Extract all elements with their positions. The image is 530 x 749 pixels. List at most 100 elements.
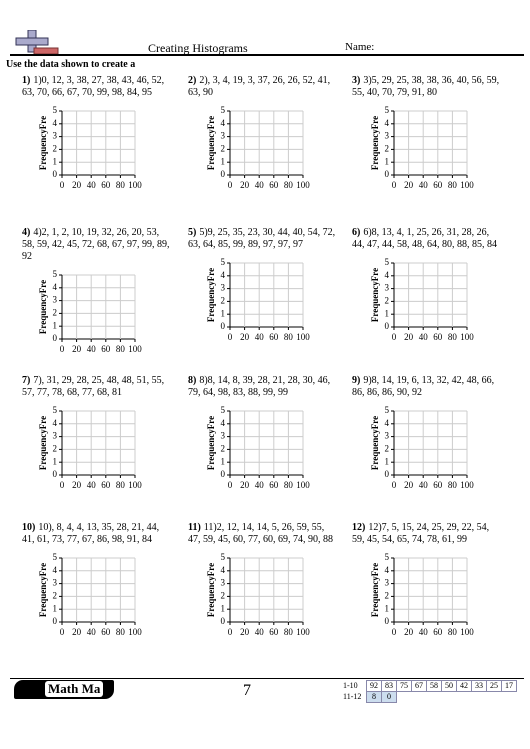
y-tick-label: 0: [385, 169, 390, 179]
x-tick-label: 80: [284, 627, 294, 637]
key-cell: 50: [441, 679, 457, 692]
problem: 3) 3)5, 29, 25, 38, 38, 36, 40, 56, 59, 5…: [352, 75, 502, 190]
problem-data: 12)7, 5, 15, 24, 25, 29, 22, 54, 59, 45,…: [352, 522, 490, 545]
y-tick-label: 5: [53, 405, 58, 415]
instruction: Use the data shown to create a: [6, 59, 136, 70]
key-cell: 0: [381, 690, 397, 703]
y-tick-label: 3: [53, 578, 58, 588]
y-tick-label: 0: [53, 169, 58, 179]
x-tick-label: 0: [60, 480, 65, 490]
x-tick-label: 20: [404, 480, 414, 490]
key-cell: 42: [456, 679, 472, 692]
x-tick-label: 80: [448, 480, 458, 490]
x-tick-label: 100: [128, 344, 142, 354]
x-tick-label: 40: [419, 180, 429, 190]
problem: 4) 4)2, 1, 2, 10, 19, 32, 26, 20, 53, 58,…: [22, 227, 172, 354]
y-tick-label: 3: [53, 131, 58, 141]
key-cell: 8: [366, 690, 382, 703]
y-tick-label: 4: [221, 270, 226, 280]
x-tick-label: 20: [240, 180, 250, 190]
y-axis-label: FrequencyFre: [206, 416, 216, 470]
y-axis-label: FrequencyFre: [370, 563, 380, 617]
y-tick-label: 1: [53, 456, 58, 466]
x-tick-label: 100: [460, 480, 474, 490]
key-cell: 58: [426, 679, 442, 692]
problem-data: 5)9, 25, 35, 23, 30, 44, 40, 54, 72, 63,…: [188, 227, 336, 250]
title: Creating Histograms: [148, 41, 248, 55]
key-label: 1-10: [343, 681, 358, 690]
y-tick-label: 5: [53, 269, 58, 279]
x-tick-label: 60: [433, 180, 443, 190]
problem: 6) 6)8, 13, 4, 1, 25, 26, 31, 28, 26, 44,…: [352, 227, 502, 342]
y-tick-label: 1: [385, 603, 390, 613]
x-tick-label: 80: [116, 627, 126, 637]
x-tick-label: 40: [419, 332, 429, 342]
key-row: 11-12 8 0: [343, 690, 517, 703]
x-tick-label: 60: [269, 480, 279, 490]
y-tick-label: 2: [53, 307, 58, 317]
x-tick-label: 100: [296, 480, 310, 490]
histogram-grid: FrequencyFre 0 1 2 3 4 5 0 20 40 60 80 100: [206, 405, 310, 490]
key-label: 11-12: [343, 692, 362, 701]
key-row: 1-10 92 83 75 67 58 50 42 33 25 17: [343, 679, 517, 692]
problem-number: 4): [22, 227, 31, 238]
x-tick-label: 20: [240, 627, 250, 637]
x-tick-label: 0: [228, 480, 233, 490]
y-tick-label: 0: [385, 321, 390, 331]
histogram-grid: FrequencyFre 0 1 2 3 4 5 0 20 40 60 80 100: [370, 552, 474, 637]
problem-number: 7): [22, 375, 31, 386]
y-axis-label: FrequencyFre: [206, 563, 216, 617]
y-tick-label: 1: [221, 156, 226, 166]
problem-number: 3): [352, 75, 361, 86]
footer-rule: [10, 678, 524, 679]
y-tick-label: 5: [221, 105, 226, 115]
y-tick-label: 1: [53, 320, 58, 330]
problem: 12) 12)7, 5, 15, 24, 25, 29, 22, 54, 59, …: [352, 522, 502, 637]
problem: 7) 7), 31, 29, 28, 25, 48, 48, 51, 55, 57…: [22, 375, 172, 490]
x-tick-label: 20: [404, 180, 414, 190]
x-tick-label: 80: [116, 480, 126, 490]
y-tick-label: 2: [221, 295, 226, 305]
y-tick-label: 3: [53, 431, 58, 441]
histogram-grid: FrequencyFre 0 1 2 3 4 5 0 20 40 60 80 100: [206, 257, 310, 342]
histogram-grid: FrequencyFre 0 1 2 3 4 5 0 20 40 60 80 100: [370, 257, 474, 342]
y-tick-label: 4: [53, 418, 58, 428]
y-axis-label: FrequencyFre: [370, 416, 380, 470]
problem-number: 8): [188, 375, 197, 386]
y-tick-label: 4: [221, 118, 226, 128]
y-axis-label: FrequencyFre: [38, 416, 48, 470]
y-tick-label: 3: [221, 578, 226, 588]
x-tick-label: 20: [404, 332, 414, 342]
y-tick-label: 0: [221, 321, 226, 331]
x-tick-label: 20: [72, 480, 82, 490]
x-tick-label: 60: [269, 180, 279, 190]
y-tick-label: 0: [221, 469, 226, 479]
x-tick-label: 80: [284, 332, 294, 342]
histogram-grid: FrequencyFre 0 1 2 3 4 5 0 20 40 60 80 100: [370, 405, 474, 490]
problem-data: 7), 31, 29, 28, 25, 48, 48, 51, 55, 57, …: [22, 375, 165, 398]
problem-number: 2): [188, 75, 197, 86]
y-tick-label: 2: [221, 590, 226, 600]
y-tick-label: 5: [221, 552, 226, 562]
histogram-grid: FrequencyFre 0 1 2 3 4 5 0 20 40 60 80 100: [38, 552, 142, 637]
x-tick-label: 100: [128, 627, 142, 637]
y-tick-label: 2: [385, 295, 390, 305]
y-tick-label: 5: [385, 405, 390, 415]
y-axis-label: FrequencyFre: [370, 268, 380, 322]
problem: 1) 1)0, 12, 3, 38, 27, 38, 43, 46, 52, 63…: [22, 75, 172, 190]
logo-icon: [15, 30, 59, 55]
logo-text: Math Ma: [45, 681, 104, 697]
y-tick-label: 0: [221, 169, 226, 179]
problem-data: 4)2, 1, 2, 10, 19, 32, 26, 20, 53, 58, 5…: [22, 227, 170, 262]
x-tick-label: 80: [116, 180, 126, 190]
y-axis-label: FrequencyFre: [370, 116, 380, 170]
y-tick-label: 2: [385, 443, 390, 453]
x-tick-label: 40: [87, 480, 97, 490]
y-tick-label: 1: [53, 156, 58, 166]
x-tick-label: 0: [392, 627, 397, 637]
x-tick-label: 20: [240, 480, 250, 490]
x-tick-label: 0: [228, 627, 233, 637]
y-tick-label: 4: [53, 282, 58, 292]
y-tick-label: 3: [221, 283, 226, 293]
problem-number: 6): [352, 227, 361, 238]
